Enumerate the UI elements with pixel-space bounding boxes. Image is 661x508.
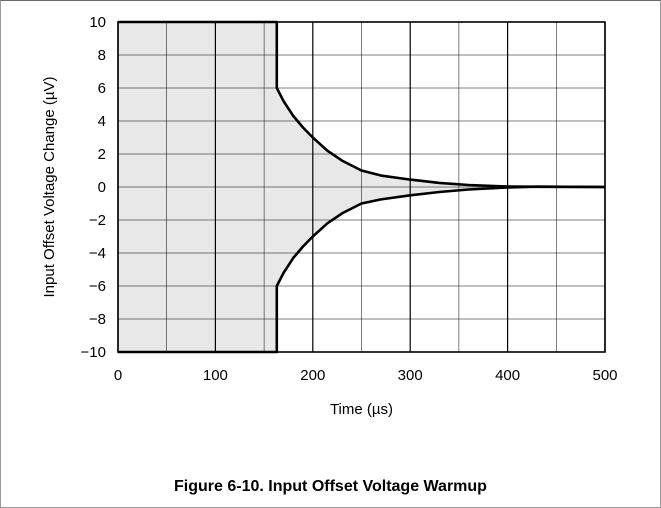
x-tick-label: 0 — [114, 367, 122, 384]
x-tick-label: 400 — [495, 367, 520, 384]
y-tick-label: −2 — [89, 212, 106, 229]
x-tick-label: 500 — [592, 367, 617, 384]
x-tick-label: 200 — [300, 367, 325, 384]
y-tick-label: 4 — [98, 113, 106, 130]
plot-border — [117, 21, 606, 353]
x-tick-label: 300 — [398, 367, 423, 384]
series-layer — [118, 20, 606, 354]
y-tick-label: −10 — [81, 344, 106, 361]
warmup-chart: 10 8 6 4 2 0 −2 −4 −6 −8 −10 0 100 200 300 400 500 Time… — [41, 14, 618, 418]
y-tick-label: 0 — [98, 179, 106, 196]
y-tick-label: −8 — [89, 311, 106, 328]
x-tick-labels: 0 100 200 300 400 500 — [114, 367, 618, 384]
y-tick-label: −4 — [89, 245, 106, 262]
y-axis-label: Input Offset Voltage Change (µV) — [41, 76, 58, 297]
series-lower-envelope — [118, 185, 606, 354]
y-tick-label: −6 — [89, 278, 106, 295]
y-tick-labels: 10 8 6 4 2 0 −2 −4 −6 −8 −10 — [81, 14, 106, 361]
y-tick-label: 6 — [98, 80, 106, 97]
plot-border-layer — [117, 21, 606, 353]
y-tick-label: 2 — [98, 146, 106, 163]
figure-caption: Figure 6-10. Input Offset Voltage Warmup — [174, 478, 487, 495]
y-tick-label: 10 — [89, 14, 106, 31]
x-tick-label: 100 — [203, 367, 228, 384]
y-tick-label: 8 — [98, 47, 106, 64]
x-axis-label: Time (µs) — [330, 401, 393, 418]
